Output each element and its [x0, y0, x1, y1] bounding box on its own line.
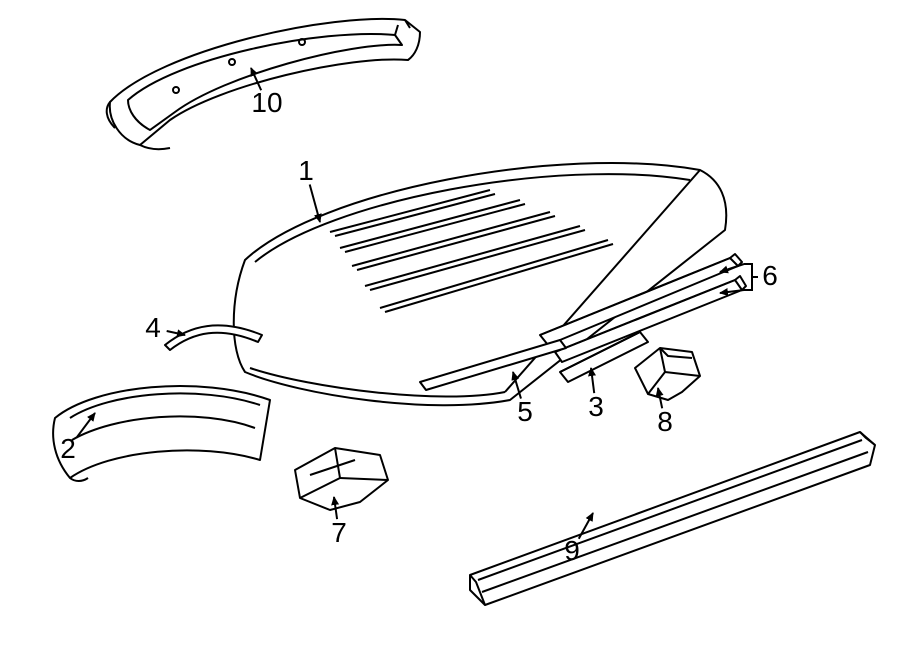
part-9-side-rail	[470, 432, 875, 605]
part-10-rear-header	[107, 19, 420, 149]
part-8-bracket	[635, 348, 700, 400]
callout-label-5: 5	[517, 396, 533, 428]
callout-label-1: 1	[298, 155, 314, 187]
callout-label-2: 2	[60, 433, 76, 465]
callout-label-4: 4	[145, 312, 161, 344]
part-7-bracket	[295, 448, 388, 510]
callout-label-8: 8	[657, 406, 673, 438]
callout-label-7: 7	[331, 517, 347, 549]
part-2-windshield-header	[53, 386, 270, 481]
callout-line-3	[591, 368, 594, 393]
exploded-diagram	[0, 0, 900, 661]
callout-label-6: 6	[762, 260, 778, 292]
callout-label-3: 3	[588, 391, 604, 423]
callout-line-1	[310, 185, 320, 222]
callout-label-9: 9	[564, 535, 580, 567]
callout-label-10: 10	[251, 87, 282, 119]
